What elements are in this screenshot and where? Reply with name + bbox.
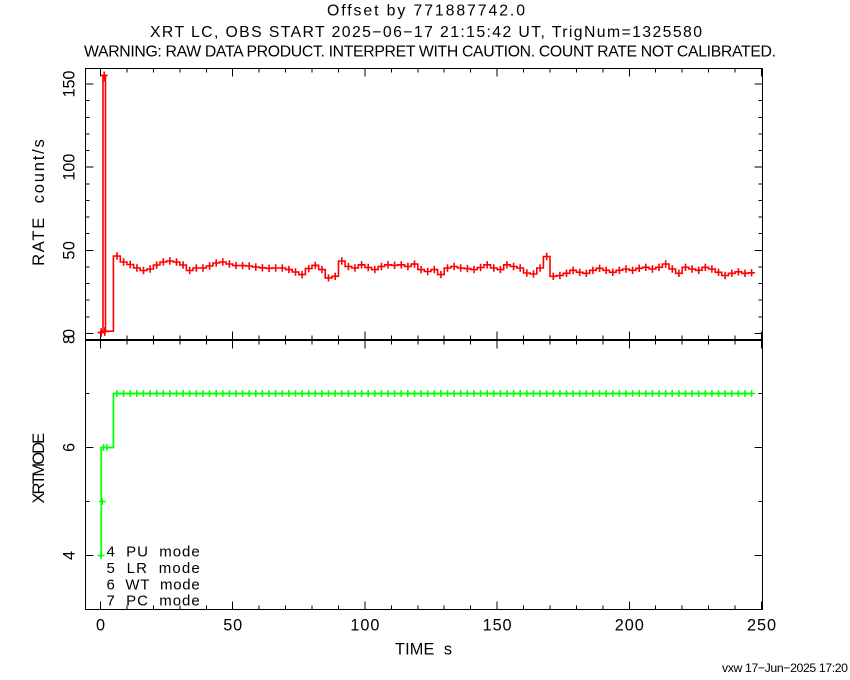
svg-text:TIME s: TIME s	[395, 641, 452, 659]
svg-text:200: 200	[615, 617, 644, 635]
svg-text:8: 8	[61, 335, 79, 344]
svg-text:4: 4	[61, 551, 79, 560]
svg-text:7 PC mode: 7 PC mode	[107, 593, 200, 610]
svg-text:50: 50	[223, 617, 242, 635]
svg-text:XRT LC, OBS START 2025−06−17 2: XRT LC, OBS START 2025−06−17 21:15:42 UT…	[150, 24, 702, 41]
svg-text:WARNING: RAW DATA PRODUCT. INT: WARNING: RAW DATA PRODUCT. INTERPRET WIT…	[84, 44, 776, 61]
svg-text:RATE count/s: RATE count/s	[30, 139, 48, 266]
svg-text:6: 6	[61, 443, 79, 452]
svg-text:vxw 17−Jun−2025 17:20: vxw 17−Jun−2025 17:20	[722, 661, 848, 675]
svg-text:4 PU mode: 4 PU mode	[107, 544, 200, 561]
svg-text:100: 100	[61, 154, 79, 181]
svg-text:0: 0	[96, 617, 105, 635]
svg-text:5 LR mode: 5 LR mode	[107, 560, 200, 577]
svg-text:100: 100	[350, 617, 379, 635]
svg-text:XRTMODE: XRTMODE	[30, 433, 48, 504]
svg-text:150: 150	[483, 617, 512, 635]
svg-text:6 WT mode: 6 WT mode	[107, 576, 200, 593]
svg-text:0: 0	[61, 329, 79, 338]
svg-text:150: 150	[61, 71, 79, 98]
svg-text:50: 50	[61, 241, 79, 260]
svg-text:Offset by 771887742.0: Offset by 771887742.0	[327, 2, 525, 19]
svg-text:250: 250	[747, 617, 776, 635]
